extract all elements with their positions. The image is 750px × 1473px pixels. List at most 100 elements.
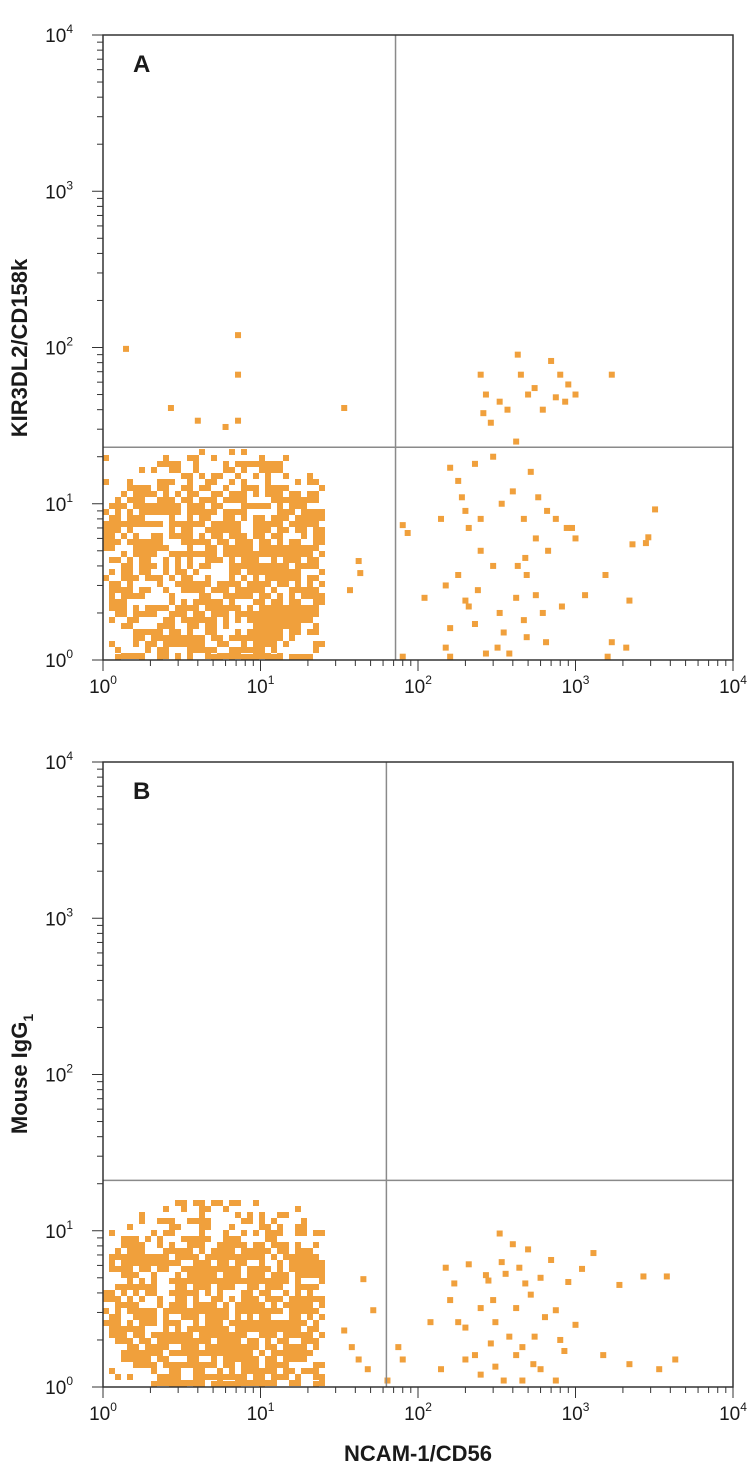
event-dot xyxy=(157,497,163,503)
event-dot xyxy=(121,563,127,569)
event-dot xyxy=(247,1266,253,1272)
event-dot xyxy=(319,1302,325,1308)
event-dot xyxy=(187,1272,193,1278)
scatter-point xyxy=(447,625,454,632)
event-dot xyxy=(157,575,163,581)
event-dot xyxy=(223,1314,229,1320)
scatter-point xyxy=(558,603,565,610)
scatter-point xyxy=(427,1319,434,1326)
tick-base: 10 xyxy=(45,1222,66,1243)
scatter-point xyxy=(438,1366,445,1373)
event-dot xyxy=(127,497,133,503)
event-dot xyxy=(211,509,217,515)
event-dot xyxy=(151,575,157,581)
event-dot xyxy=(217,533,223,539)
event-dot xyxy=(193,1326,199,1332)
event-dot xyxy=(181,485,187,491)
event-dot xyxy=(109,1296,115,1302)
event-dot xyxy=(289,635,295,641)
event-dot xyxy=(157,1254,163,1260)
event-dot xyxy=(247,1254,253,1260)
event-dot xyxy=(205,575,211,581)
y-axis-title-text: Mouse IgG xyxy=(7,1022,32,1134)
event-dot xyxy=(217,1296,223,1302)
event-dot xyxy=(271,1362,277,1368)
event-dot xyxy=(157,647,163,653)
event-dot xyxy=(157,635,163,641)
event-dot xyxy=(151,629,157,635)
event-dot xyxy=(211,654,217,660)
event-dot xyxy=(259,593,265,599)
scatter-point xyxy=(602,571,609,578)
event-dot xyxy=(175,1380,181,1386)
event-dot xyxy=(307,491,313,497)
event-dot xyxy=(187,635,193,641)
event-dot xyxy=(199,617,205,623)
event-dot xyxy=(235,1308,241,1314)
event-dot xyxy=(121,599,127,605)
event-dot xyxy=(193,467,199,473)
axes xyxy=(92,761,734,1398)
event-dot xyxy=(229,491,235,497)
scatter-point xyxy=(395,1344,402,1351)
scatter-point xyxy=(360,1276,367,1283)
event-dot xyxy=(235,581,241,587)
event-dot xyxy=(193,569,199,575)
event-dot xyxy=(271,641,277,647)
event-dot xyxy=(223,1338,229,1344)
event-dot xyxy=(265,521,271,527)
event-dot xyxy=(235,1344,241,1350)
event-dot xyxy=(205,557,211,563)
event-dot xyxy=(193,491,199,497)
event-dot xyxy=(247,629,253,635)
event-dot xyxy=(217,1320,223,1326)
event-dot xyxy=(295,527,301,533)
event-dot xyxy=(199,533,205,539)
event-dot xyxy=(217,635,223,641)
x-tick-label: 102 xyxy=(404,673,432,698)
event-dot xyxy=(295,1254,301,1260)
event-dot xyxy=(265,1344,271,1350)
event-dot xyxy=(241,509,247,515)
event-dot xyxy=(157,1374,163,1380)
tick-exponent: 1 xyxy=(66,1218,73,1232)
event-dot xyxy=(313,515,319,521)
event-dot xyxy=(115,1248,121,1254)
event-dot xyxy=(157,539,163,545)
event-dot xyxy=(133,611,139,617)
event-dot xyxy=(169,593,175,599)
event-dot xyxy=(283,1356,289,1362)
event-dot xyxy=(115,521,121,527)
event-dot xyxy=(229,569,235,575)
event-dot xyxy=(235,533,241,539)
event-dot xyxy=(169,1362,175,1368)
event-dot xyxy=(295,515,301,521)
event-dot xyxy=(181,1314,187,1320)
event-dot xyxy=(289,1356,295,1362)
event-dot xyxy=(271,557,277,563)
event-dot xyxy=(139,551,145,557)
event-dot xyxy=(205,1266,211,1272)
y-axis-title: KIR3DL2/CD158k xyxy=(7,258,32,437)
event-dot xyxy=(247,1368,253,1374)
event-dot xyxy=(241,1368,247,1374)
event-dot xyxy=(229,653,235,659)
event-dot xyxy=(121,1356,127,1362)
scatter-point xyxy=(513,438,520,445)
event-dot xyxy=(193,461,199,467)
event-dot xyxy=(229,479,235,485)
event-dot xyxy=(199,1380,205,1386)
event-dot xyxy=(289,599,295,605)
event-dot xyxy=(217,473,223,479)
scatter-point xyxy=(527,468,534,475)
event-dot xyxy=(277,575,283,581)
event-dot xyxy=(241,654,247,660)
event-dot xyxy=(157,1260,163,1266)
event-dot xyxy=(121,593,127,599)
event-dot xyxy=(145,1356,151,1362)
event-dot xyxy=(289,1308,295,1314)
event-dot xyxy=(247,1290,253,1296)
event-dot xyxy=(121,1236,127,1242)
scatter-point xyxy=(348,1344,355,1351)
event-dot xyxy=(175,1350,181,1356)
